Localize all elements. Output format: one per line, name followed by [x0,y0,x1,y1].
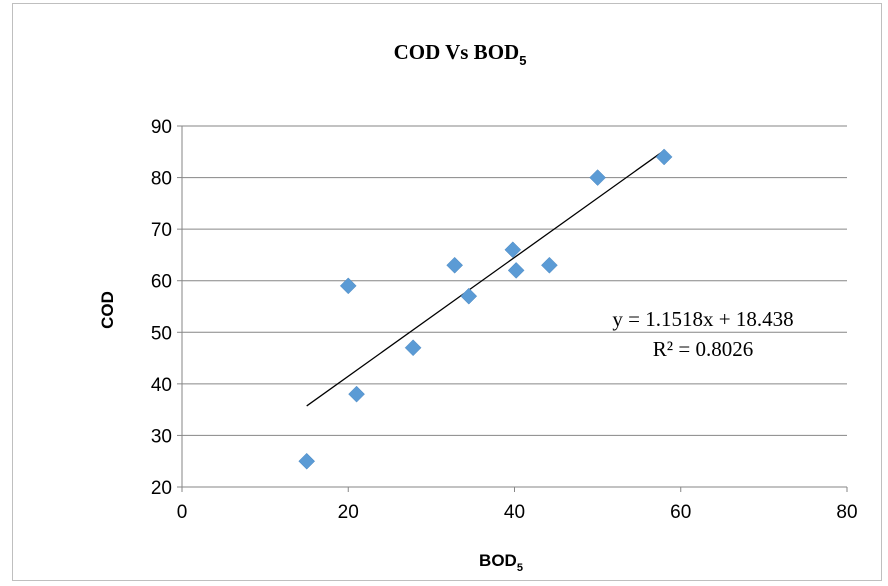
data-point [589,169,606,186]
data-point [339,277,357,295]
x-tick-label: 60 [670,502,691,523]
x-axis-title-main: BOD [479,551,517,570]
x-tick-label: 0 [177,502,188,523]
data-point [298,452,316,470]
x-tick-label: 80 [836,502,857,523]
y-tick-label: 80 [151,169,172,190]
axes [177,125,848,492]
x-tick-label: 20 [338,502,359,523]
data-point [446,256,464,274]
y-tick-label: 20 [151,478,172,499]
trendline-r-squared: R² = 0.8026 [653,337,753,361]
data-point [541,256,558,274]
y-tick-label: 30 [151,426,172,447]
y-tick-label: 90 [151,117,172,138]
data-point [348,385,365,403]
x-axis-title: BOD5 [479,551,523,574]
y-tick-label: 40 [151,375,172,396]
trendline-line [306,150,665,407]
y-tick-label: 60 [151,272,172,293]
y-axis-title: COD [98,291,117,329]
data-points [298,148,673,470]
gridlines [182,125,847,436]
data-point [504,241,522,259]
data-point [460,287,478,305]
x-tick-label: 40 [504,502,525,523]
chart-title-main: COD Vs BOD [394,40,520,64]
trendline [306,150,665,407]
data-point [507,262,525,279]
y-tick-label: 70 [151,220,172,241]
x-axis-title-subscript: 5 [517,562,523,574]
y-tick-label: 50 [151,323,172,344]
chart-title-subscript: 5 [519,53,526,68]
chart-title: COD Vs BOD5 [394,40,527,68]
data-point [655,148,673,166]
data-point [404,339,422,357]
chart-area: 20 30 40 50 60 70 80 90 0 20 40 60 80 COD Vs BOD5 CO… [12,3,882,581]
trendline-equation: y = 1.1518x + 18.438 [612,307,793,331]
